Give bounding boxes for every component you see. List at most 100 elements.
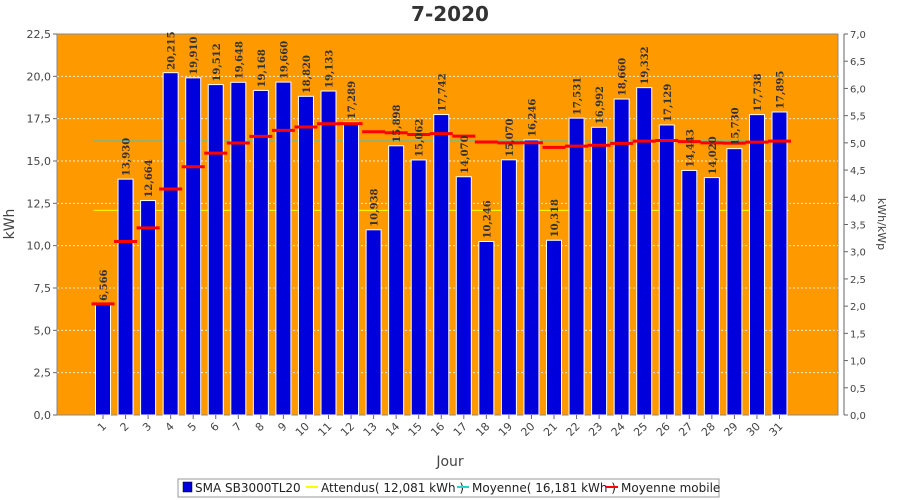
bar-day-31 — [771, 111, 788, 416]
bars — [95, 72, 788, 416]
legend-swatch-0 — [182, 481, 193, 493]
data-label-day-7: 19,648 — [234, 41, 245, 79]
x-tick-label: 8 — [253, 420, 267, 434]
x-tick-label: 30 — [744, 420, 763, 439]
y2-tick-label: 4,0 — [850, 193, 866, 204]
y2-tick-label: 4,5 — [850, 166, 866, 177]
y2-tick-label: 5,0 — [850, 139, 866, 150]
legend-label: Attendus( 12,081 kWh ) — [321, 481, 464, 495]
data-label-day-15: 15,062 — [415, 119, 426, 157]
data-label-day-25: 19,332 — [640, 46, 651, 84]
legend-label: Moyenne( 16,181 kWh ) — [472, 481, 616, 495]
y-tick-label: 15,0 — [27, 155, 52, 168]
x-tick-label: 1 — [95, 420, 109, 434]
x-tick-label: 31 — [767, 420, 786, 439]
x-tick-label: 18 — [473, 420, 492, 439]
data-label-day-19: 15,070 — [505, 119, 516, 157]
y2-tick-label: 5,5 — [850, 112, 866, 123]
x-tick-label: 7 — [230, 420, 244, 434]
x-tick-label: 5 — [185, 420, 199, 434]
bar-day-24 — [613, 98, 630, 416]
bar-day-19 — [500, 159, 517, 416]
bar-day-4 — [162, 72, 179, 416]
data-label-day-24: 18,660 — [618, 58, 629, 96]
x-tick-label: 13 — [361, 420, 380, 439]
data-label-day-6: 19,512 — [212, 43, 223, 81]
y2-tick-label: 1,0 — [850, 357, 866, 368]
bar-day-25 — [636, 87, 653, 416]
data-labels: 6,566 13,930 12,664 20,215 19,910 19,512 19,64… — [99, 31, 787, 300]
data-label-day-27: 14,443 — [685, 129, 696, 167]
x-tick-label: 11 — [316, 420, 335, 439]
data-label-day-26: 17,129 — [663, 84, 674, 122]
x-tick-label: 22 — [564, 420, 583, 439]
bar-day-6 — [207, 84, 224, 416]
y2-tick-label: 3,5 — [850, 221, 866, 232]
y-tick-label: 0,0 — [34, 409, 52, 422]
data-label-day-16: 17,742 — [437, 73, 448, 111]
x-tick-label: 3 — [140, 420, 154, 434]
data-label-day-20: 16,246 — [527, 99, 538, 137]
bar-day-5 — [185, 77, 202, 416]
left-axis: 0,0 2,5 5,0 7,5 10,0 12,5 15,0 17,5 20,0 22,5 — [27, 28, 57, 422]
x-tick-label: 27 — [676, 420, 695, 439]
y2-tick-label: 0,5 — [850, 384, 866, 395]
y2-tick-label: 2,0 — [850, 302, 866, 313]
x-tick-label: 19 — [496, 420, 515, 439]
x-tick-label: 28 — [699, 420, 718, 439]
bar-day-21 — [546, 239, 562, 416]
x-axis-label: Jour — [435, 454, 464, 470]
data-label-day-2: 13,930 — [122, 138, 133, 176]
x-tick-label: 14 — [383, 420, 402, 439]
legend: SMA SB3000TL20 Attendus( 12,081 kWh ) Moye… — [177, 478, 720, 498]
legend-box — [177, 478, 720, 498]
x-tick-label: 21 — [541, 420, 560, 439]
bar-day-10 — [297, 95, 314, 416]
x-tick-label: 20 — [518, 420, 537, 439]
bar-day-16 — [433, 114, 450, 416]
bar-day-8 — [252, 89, 269, 416]
x-tick-label: 23 — [586, 420, 605, 439]
y-tick-label: 2,5 — [34, 367, 52, 380]
data-label-day-8: 19,168 — [257, 49, 268, 87]
bar-day-29 — [726, 148, 743, 416]
bar-day-15 — [410, 159, 427, 416]
data-label-day-28: 14,020 — [708, 136, 719, 174]
x-tick-label: 29 — [721, 420, 740, 439]
data-label-day-17: 14,070 — [460, 135, 471, 173]
legend-label: SMA SB3000TL20 — [195, 481, 301, 495]
chart-title: 7-2020 — [411, 2, 489, 26]
data-label-day-1: 6,566 — [99, 269, 110, 300]
y2-tick-label: 7,0 — [850, 30, 866, 41]
data-label-day-5: 19,910 — [189, 37, 200, 75]
bar-day-7 — [230, 81, 247, 416]
x-tick-label: 4 — [163, 420, 177, 434]
bar-day-27 — [681, 169, 698, 416]
bar-day-28 — [703, 177, 720, 416]
y-tick-label: 7,5 — [34, 282, 52, 295]
data-label-day-11: 19,133 — [325, 50, 336, 88]
x-tick-label: 17 — [451, 420, 470, 439]
x-tick-label: 9 — [275, 420, 289, 434]
data-label-day-23: 16,992 — [595, 86, 606, 124]
x-tick-label: 6 — [208, 420, 222, 434]
data-label-day-12: 17,289 — [347, 81, 358, 119]
data-label-day-30: 17,738 — [753, 73, 764, 111]
data-label-day-14: 15,898 — [392, 104, 403, 142]
y2-tick-label: 0,0 — [850, 411, 866, 422]
y2-tick-label: 2,5 — [850, 275, 866, 286]
bar-day-11 — [320, 90, 337, 416]
bar-day-14 — [388, 145, 405, 416]
bar-day-17 — [455, 176, 472, 416]
x-tick-label: 2 — [118, 420, 132, 434]
y2-tick-label: 3,0 — [850, 248, 866, 259]
bar-day-30 — [748, 114, 765, 416]
data-label-day-29: 15,730 — [730, 107, 741, 145]
y-tick-label: 10,0 — [27, 240, 52, 253]
right-axis: 0,0 0,5 1,0 1,5 2,0 2,5 3,0 3,5 4,0 4,5 5,0 5,5 6,0 6… — [843, 30, 866, 422]
y2-tick-label: 6,5 — [850, 57, 866, 68]
data-label-day-10: 18,820 — [302, 55, 313, 93]
y2-tick-label: 6,0 — [850, 84, 866, 95]
bar-day-20 — [523, 139, 540, 416]
